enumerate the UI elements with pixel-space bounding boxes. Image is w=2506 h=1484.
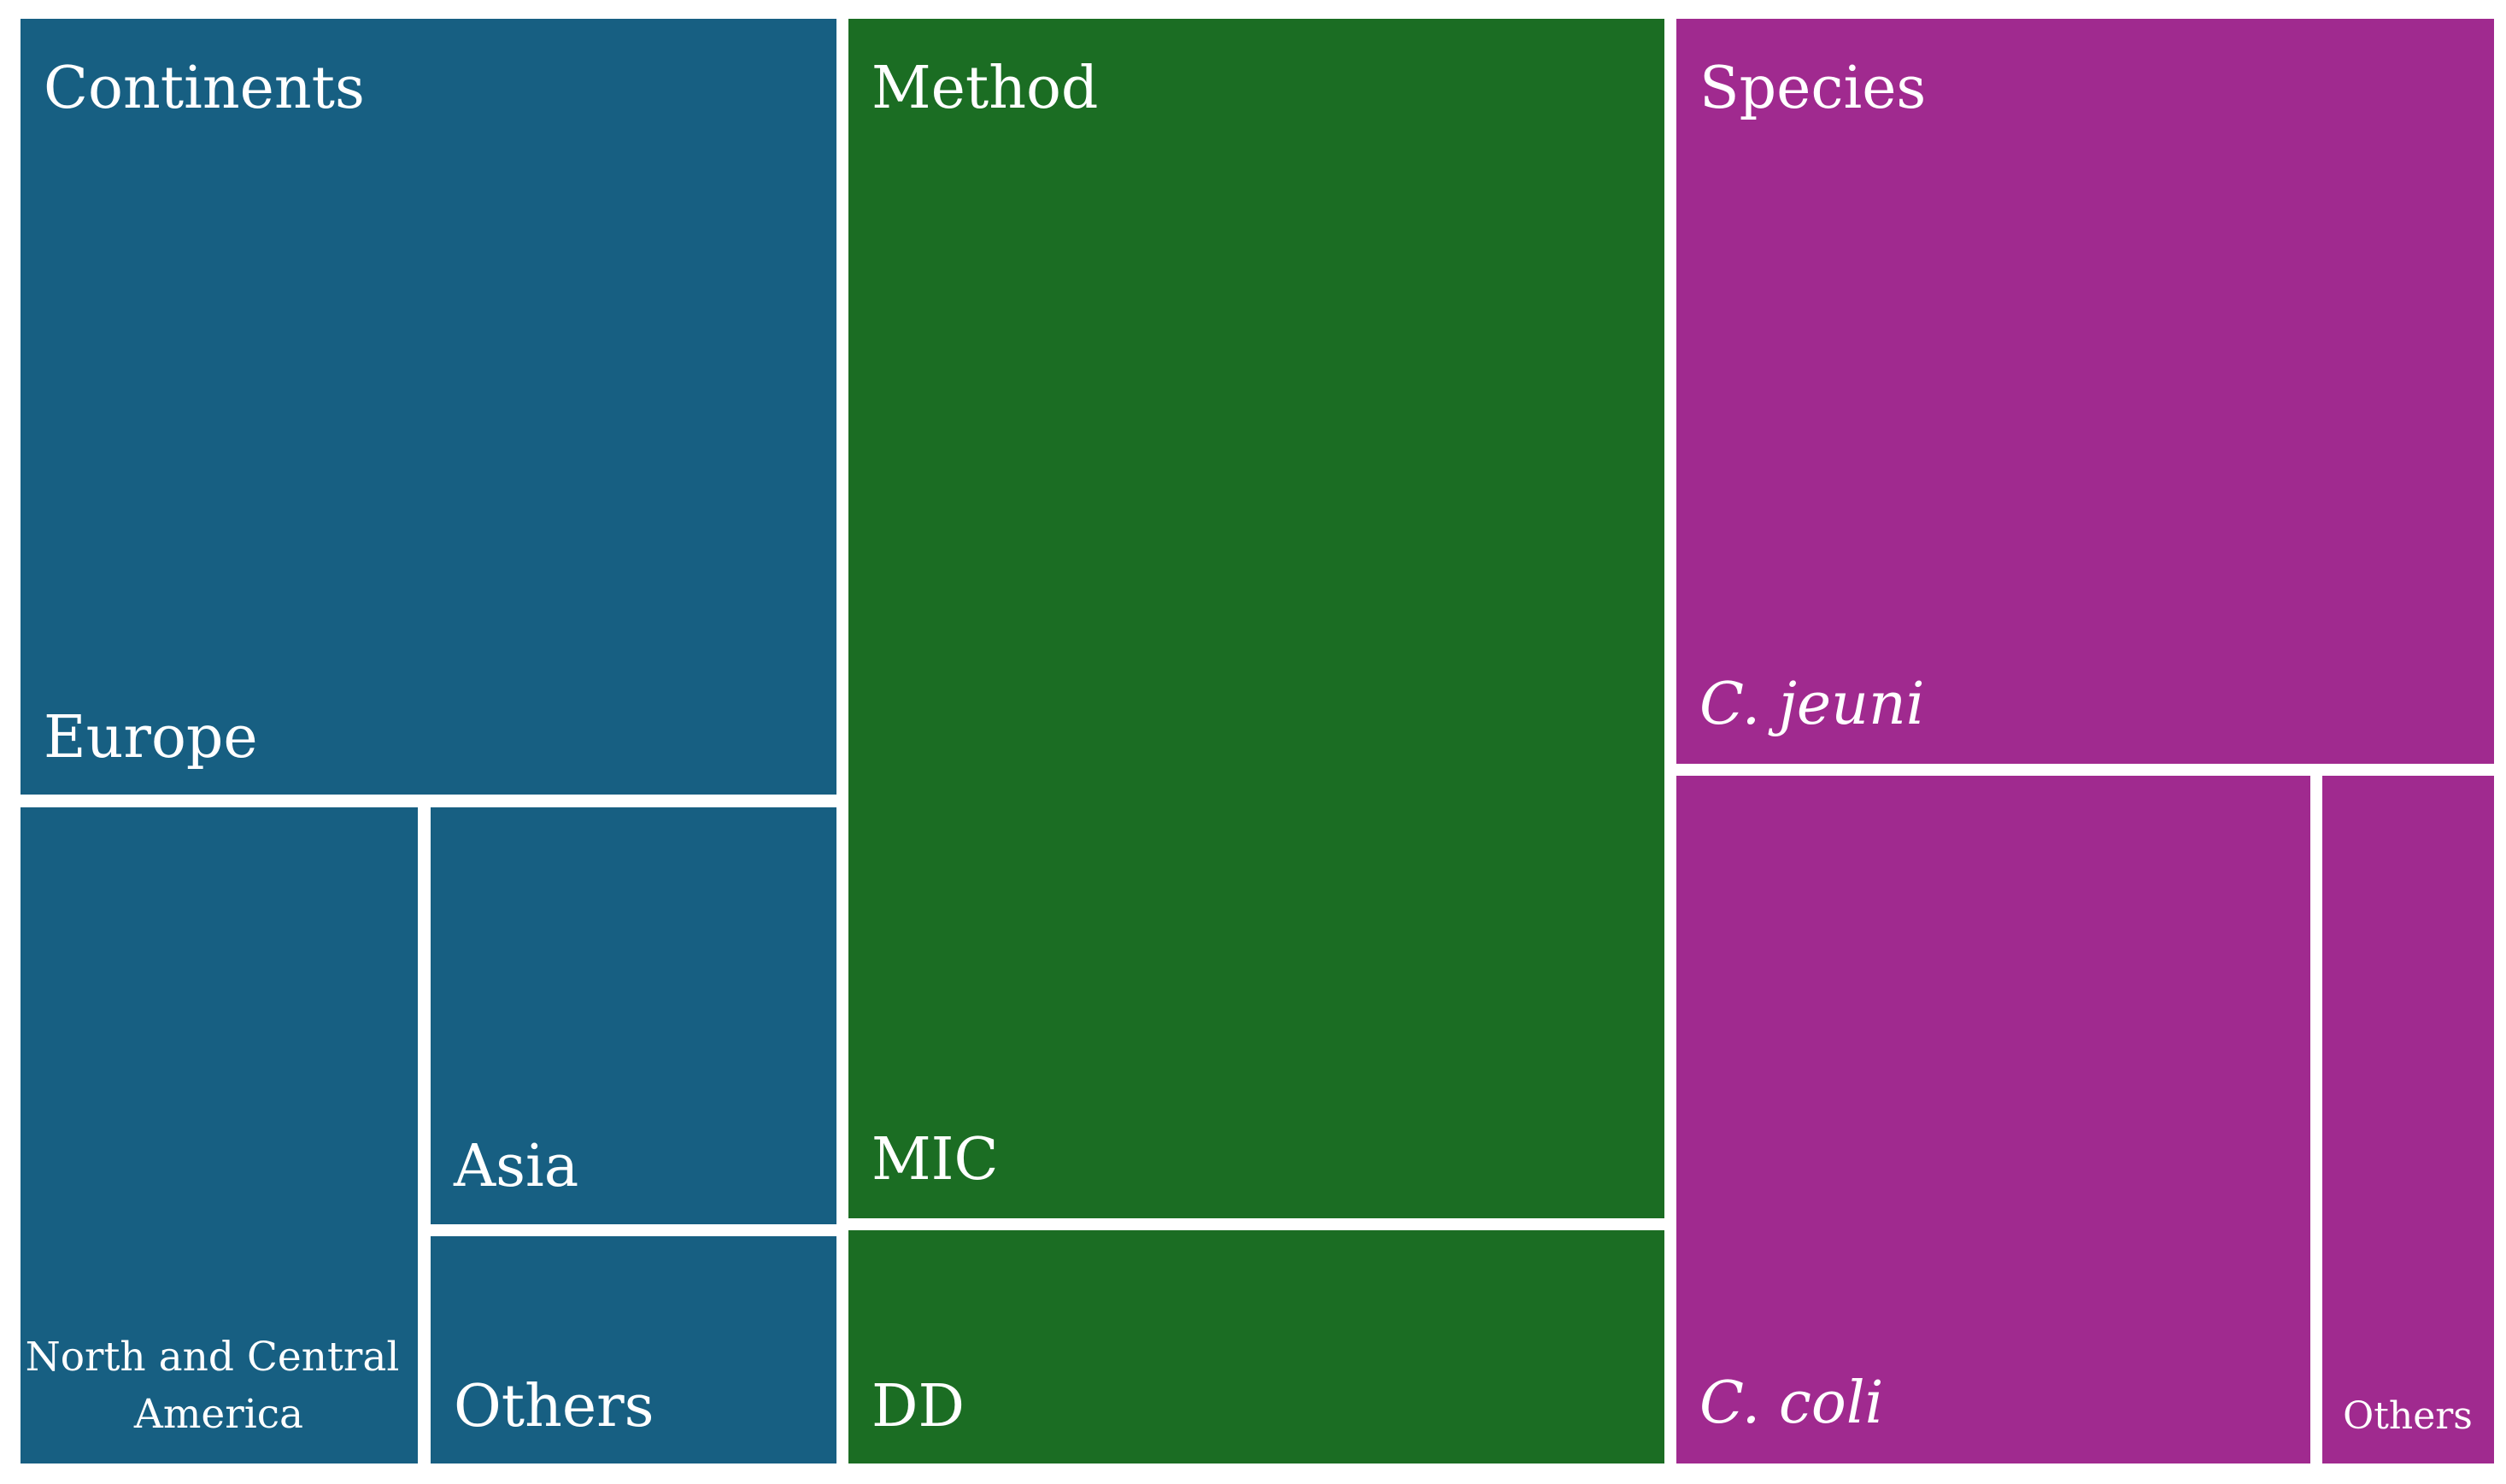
- tile-north-and-central-america: [21, 807, 418, 1463]
- tile-asia: [431, 807, 836, 1224]
- label-line-2: America: [133, 1391, 303, 1438]
- tile-europe: [21, 19, 836, 795]
- tile-mic: [848, 19, 1664, 1218]
- tile-species-others: [2322, 776, 2494, 1463]
- group-title-continents: Continents: [44, 55, 365, 122]
- label-mic: MIC: [872, 1126, 999, 1194]
- label-north-and-central-america: North and Central America: [26, 1334, 413, 1438]
- tile-c-coli: [1676, 776, 2310, 1463]
- group-continents: Continents Europe North and Central Amer…: [21, 19, 836, 1463]
- label-europe: Europe: [44, 704, 258, 771]
- tile-continents-others: [431, 1236, 836, 1463]
- label-species-others: Others: [2343, 1394, 2473, 1438]
- label-c-jeuni: C. jeuni: [1699, 671, 1925, 738]
- label-dd: DD: [872, 1373, 965, 1440]
- label-line-1: North and Central: [26, 1334, 400, 1381]
- group-title-species: Species: [1699, 55, 1926, 122]
- label-c-coli: C. coli: [1699, 1370, 1883, 1437]
- group-species: Species C. jeuni C. coli Others: [1676, 19, 2494, 1463]
- label-continents-others: Others: [454, 1373, 654, 1440]
- tile-c-jeuni: [1676, 19, 2494, 764]
- label-asia: Asia: [453, 1133, 578, 1200]
- tile-dd: [848, 1230, 1664, 1463]
- group-title-method: Method: [872, 55, 1098, 122]
- group-method: Method MIC DD: [848, 19, 1664, 1463]
